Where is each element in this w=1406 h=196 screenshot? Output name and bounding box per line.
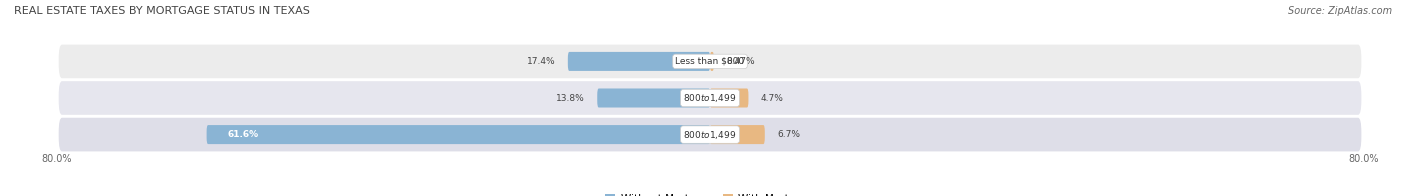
Text: Source: ZipAtlas.com: Source: ZipAtlas.com: [1288, 6, 1392, 16]
Text: 4.7%: 4.7%: [761, 93, 783, 103]
FancyBboxPatch shape: [710, 88, 748, 108]
FancyBboxPatch shape: [59, 44, 1361, 78]
Text: 17.4%: 17.4%: [527, 57, 555, 66]
FancyBboxPatch shape: [598, 88, 710, 108]
FancyBboxPatch shape: [710, 125, 765, 144]
Text: 0.47%: 0.47%: [725, 57, 755, 66]
Text: 61.6%: 61.6%: [226, 130, 259, 139]
Text: REAL ESTATE TAXES BY MORTGAGE STATUS IN TEXAS: REAL ESTATE TAXES BY MORTGAGE STATUS IN …: [14, 6, 309, 16]
Text: Less than $800: Less than $800: [675, 57, 745, 66]
Text: 13.8%: 13.8%: [557, 93, 585, 103]
FancyBboxPatch shape: [710, 52, 714, 71]
FancyBboxPatch shape: [568, 52, 710, 71]
FancyBboxPatch shape: [59, 81, 1361, 115]
Text: $800 to $1,499: $800 to $1,499: [683, 92, 737, 104]
Legend: Without Mortgage, With Mortgage: Without Mortgage, With Mortgage: [600, 190, 820, 196]
FancyBboxPatch shape: [207, 125, 710, 144]
FancyBboxPatch shape: [59, 118, 1361, 152]
Text: $800 to $1,499: $800 to $1,499: [683, 129, 737, 141]
Text: 6.7%: 6.7%: [778, 130, 800, 139]
